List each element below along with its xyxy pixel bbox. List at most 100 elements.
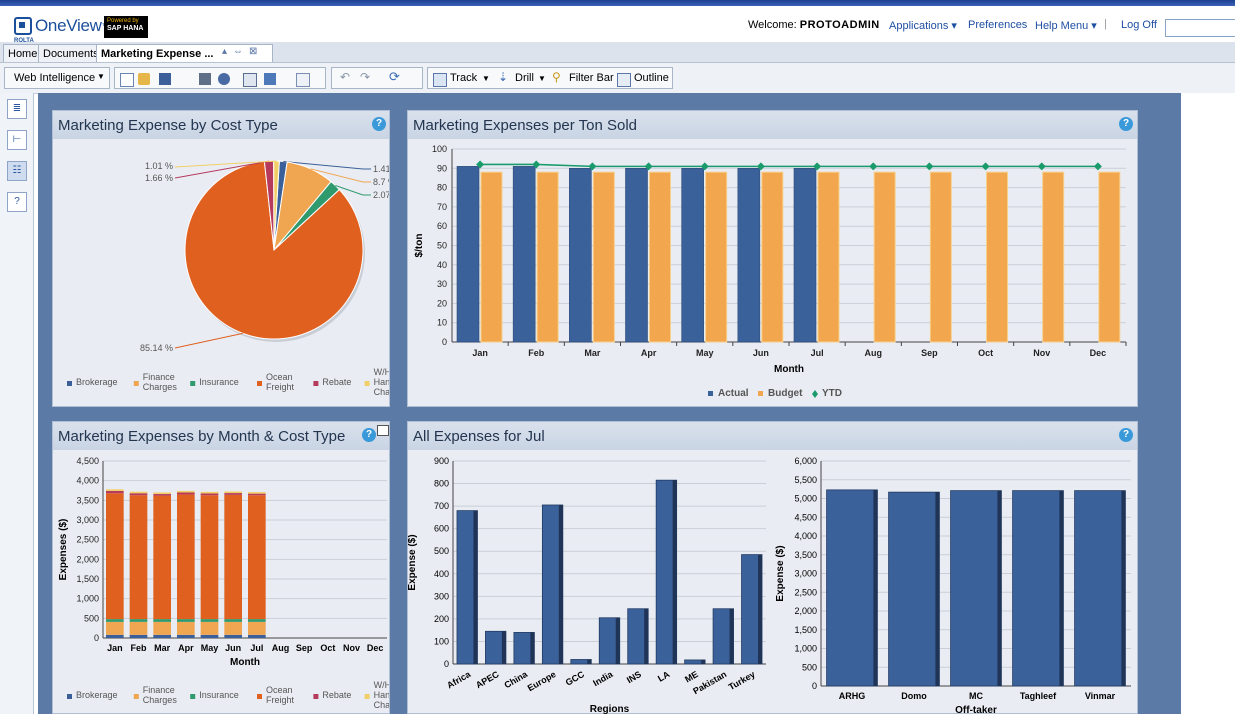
stack-finance-charges-jun	[224, 621, 242, 635]
legend-label-ocean-freight: Ocean	[266, 372, 293, 382]
legend-swatch	[67, 381, 72, 386]
redo-icon[interactable]: ↷	[360, 70, 371, 84]
y-tick-label: 3,500	[794, 550, 817, 560]
new-document-icon[interactable]	[120, 73, 134, 87]
outline-button[interactable]: Outline	[634, 72, 669, 84]
x-tick-label: May	[201, 643, 219, 653]
x-tick-label: Africa	[445, 669, 473, 691]
legend-label-insurance: Insurance	[199, 690, 239, 700]
x-tick-label: Oct	[320, 643, 335, 653]
y-tick-label: 2,000	[794, 606, 817, 616]
tab-minimize-icon[interactable]: ▴	[222, 46, 234, 57]
tab-home[interactable]: Home	[3, 44, 43, 62]
pie-leader-line	[310, 168, 371, 183]
applications-menu[interactable]: Applications ▾	[889, 20, 957, 32]
legend-label-w-h-handling-charges: Charges	[374, 387, 389, 397]
undo-icon[interactable]: ↶	[340, 70, 351, 84]
maximize-icon[interactable]	[377, 425, 389, 436]
x-tick-label: Domo	[901, 691, 927, 701]
x-tick-label: Apr	[641, 348, 657, 358]
stack-brokerage-jul	[248, 634, 266, 638]
preferences-link[interactable]: Preferences	[968, 19, 1028, 31]
drill-button[interactable]: Drill	[515, 72, 534, 84]
tab-marketing-expense-label: Marketing Expense ...	[101, 48, 214, 60]
legend-swatch	[364, 694, 370, 699]
y-tick-label: 2,500	[794, 587, 817, 597]
bar-budget-apr	[649, 171, 671, 343]
help-icon[interactable]: ?	[362, 428, 376, 442]
ytd-point-apr	[644, 162, 653, 171]
app-header: OneView™ ROLTA Powered by SAP HANA Welco…	[0, 6, 1235, 44]
ytd-point-jul	[813, 162, 822, 171]
y-tick-label: 3,000	[76, 515, 99, 525]
track-changes-icon[interactable]	[243, 73, 257, 87]
bar-budget-dec	[1098, 171, 1121, 343]
ytd-point-jan	[476, 160, 485, 169]
drill-chevron-icon[interactable]: ▼	[538, 74, 546, 83]
track-button[interactable]: Track	[450, 72, 478, 84]
log-off-link[interactable]: Log Off	[1121, 19, 1157, 31]
report-page-margin	[1181, 93, 1235, 714]
tab-close-icon[interactable]: ⊠	[249, 46, 264, 57]
y-tick-label: 800	[434, 479, 449, 489]
stack-rebate-jul	[248, 493, 266, 496]
jul-expenses-title: All Expenses for Jul	[408, 422, 1137, 450]
x-axis-title: Month	[230, 657, 260, 668]
export-icon[interactable]	[264, 73, 276, 85]
y-tick-label: 500	[84, 613, 99, 623]
stack-w-h-handling-charges-may	[200, 491, 219, 494]
oneview-logo[interactable]: OneView™ ROLTA	[14, 16, 109, 44]
help-icon[interactable]: ?	[372, 117, 386, 131]
help-icon[interactable]: ?	[1119, 428, 1133, 442]
track-chevron-icon[interactable]: ▼	[482, 74, 490, 83]
legend-label-actual: Actual	[718, 388, 749, 399]
save-icon[interactable]	[159, 73, 171, 85]
filter-bar-button[interactable]: Filter Bar	[569, 72, 614, 84]
pie-data-label: 85.14 %	[140, 343, 173, 353]
tab-pin-icon[interactable]: ⇔	[233, 46, 250, 57]
user-prompt-input-icon[interactable]: ?	[7, 192, 27, 212]
y-tick-label: 4,000	[794, 531, 817, 541]
stack-finance-charges-mar	[153, 621, 171, 635]
bar-actual-mar	[569, 167, 592, 343]
tab-marketing-expense[interactable]: Marketing Expense ...	[96, 44, 273, 62]
help-icon[interactable]: ?	[1119, 117, 1133, 131]
stack-w-h-handling-charges-apr	[177, 490, 195, 493]
x-tick-label: Aug	[272, 643, 290, 653]
input-controls-icon[interactable]: ☷	[7, 161, 27, 181]
print-icon[interactable]	[199, 73, 211, 85]
pie-leader-line	[174, 160, 270, 179]
tab-documents[interactable]: Documents	[38, 44, 104, 62]
stack-rebate-apr	[177, 492, 195, 495]
region-bar-shade-africa	[473, 510, 478, 664]
refresh-icon[interactable]: ⟳	[389, 69, 400, 84]
send-mail-icon[interactable]	[296, 73, 310, 87]
web-intelligence-label: Web Intelligence	[14, 72, 96, 84]
pie-leader-line	[174, 332, 243, 349]
find-icon[interactable]	[218, 73, 230, 85]
stack-w-h-handling-charges-jan	[106, 489, 124, 491]
x-tick-label: India	[591, 669, 615, 689]
x-axis-title: Month	[774, 364, 804, 375]
bar-actual-jul	[793, 167, 817, 343]
x-tick-label: INS	[625, 669, 643, 685]
navigation-map-icon[interactable]: ⊢	[7, 130, 27, 150]
tab-window-controls: ▴⇔⊠	[222, 46, 263, 57]
offtaker-bar-vinmar	[1074, 490, 1126, 687]
y-tick-label: 700	[434, 501, 449, 511]
y-tick-label: 60	[437, 221, 447, 231]
region-bar-shade-turkey	[758, 554, 763, 664]
document-summary-icon[interactable]: ≣	[7, 99, 27, 119]
offtaker-bar-shade-taghleef	[1059, 490, 1064, 686]
top-stripe	[0, 0, 1235, 6]
help-menu[interactable]: Help Menu ▾	[1035, 20, 1097, 32]
web-intelligence-dropdown[interactable]: Web Intelligence ▼	[4, 67, 110, 89]
search-input[interactable]	[1165, 19, 1235, 37]
open-folder-icon[interactable]	[138, 73, 150, 85]
x-tick-label: Jul	[811, 348, 824, 358]
x-tick-label: Aug	[865, 348, 883, 358]
bar-budget-jan	[480, 171, 503, 343]
report-toolbar: Web Intelligence ▼ ↶ ↷ ⟳ Track ▼ ⇣ Drill…	[0, 63, 1235, 150]
pie-leader-line	[174, 160, 277, 168]
pie-slice-ocean-freight	[184, 160, 364, 340]
